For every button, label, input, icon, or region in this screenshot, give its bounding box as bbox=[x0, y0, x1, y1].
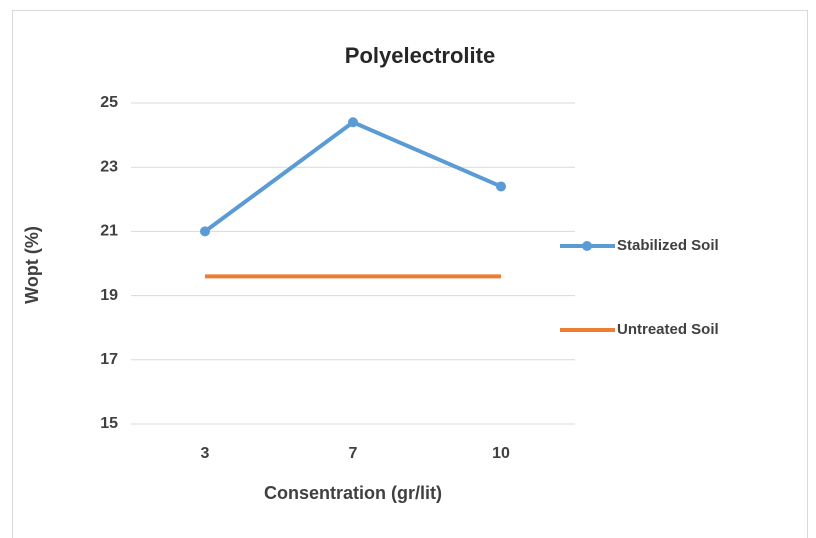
y-tick-label: 23 bbox=[100, 158, 118, 175]
legend-marker bbox=[582, 241, 592, 251]
y-axis-label: Wopt (%) bbox=[22, 226, 42, 304]
y-tick-label: 25 bbox=[100, 94, 118, 111]
data-point bbox=[200, 226, 210, 237]
chart-title: Polyelectrolite bbox=[345, 43, 495, 68]
chart-border bbox=[12, 10, 808, 538]
legend-label: Untreated Soil bbox=[617, 321, 719, 338]
y-tick-label: 19 bbox=[100, 287, 118, 304]
legend-label: Stabilized Soil bbox=[617, 237, 719, 254]
x-tick-label: 7 bbox=[349, 445, 358, 462]
x-tick-label: 3 bbox=[201, 445, 210, 462]
y-tick-label: 21 bbox=[100, 223, 118, 240]
y-tick-label: 17 bbox=[100, 351, 118, 368]
x-tick-label: 10 bbox=[492, 445, 510, 462]
data-point bbox=[348, 117, 358, 128]
y-tick-label: 15 bbox=[100, 415, 118, 432]
data-point bbox=[496, 181, 506, 192]
x-axis-label: Consentration (gr/lit) bbox=[264, 483, 442, 503]
